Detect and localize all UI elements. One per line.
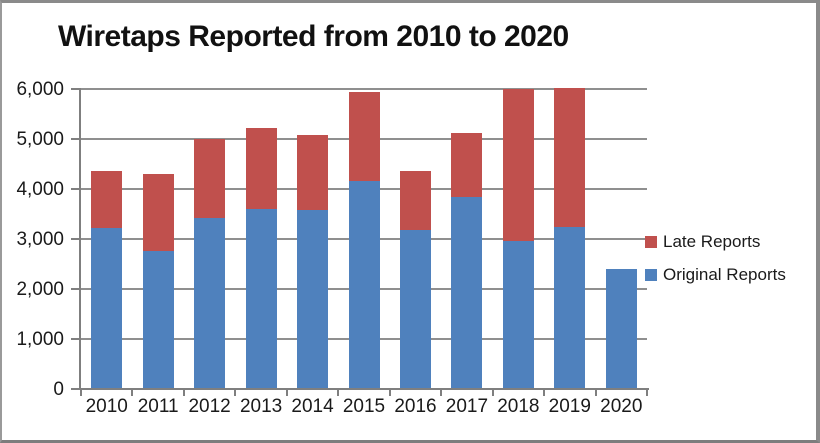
y-axis-tick	[71, 388, 79, 390]
legend-label-late-reports: Late Reports	[663, 231, 761, 251]
bar-segment-late-reports-2012	[194, 138, 226, 219]
bar-segment-original-reports-2014	[297, 210, 329, 388]
y-axis-tick-label: 3,000	[16, 229, 64, 250]
x-axis-tick-label: 2015	[342, 396, 386, 417]
bar-segment-original-reports-2011	[142, 251, 174, 388]
bar-segment-original-reports-2018	[502, 241, 534, 388]
plot-area: 0 1,000 2,000 3,000 4,000 5,000 6,000 2010 2011 2…	[16, 80, 649, 417]
bar-segment-late-reports-2018	[502, 88, 534, 242]
x-axis-tick	[388, 390, 391, 396]
bar-segment-original-reports-2010	[91, 228, 123, 388]
y-axis-tick-label: 4,000	[16, 179, 64, 200]
x-axis-tick-label: 2019	[548, 396, 591, 417]
x-axis-tick-label: 2014	[291, 396, 334, 417]
x-axis-tick	[285, 390, 288, 396]
y-axis-tick	[71, 238, 79, 240]
x-axis-tick	[594, 390, 597, 396]
y-axis-tick-label: 5,000	[16, 129, 64, 150]
bar-segment-late-reports-2014	[297, 135, 329, 211]
x-axis-tick	[543, 390, 546, 396]
x-axis-tick	[337, 390, 340, 396]
x-axis-tick	[646, 390, 648, 396]
x-axis-tick-label: 2016	[394, 396, 437, 417]
bar-segment-original-reports-2015	[348, 180, 380, 388]
bar-segment-late-reports-2010	[91, 170, 123, 229]
y-axis-tick	[71, 88, 79, 90]
x-axis-tick-label: 2020	[600, 396, 643, 417]
bar-segment-late-reports-2016	[399, 170, 431, 230]
bar-segment-late-reports-2011	[142, 173, 174, 252]
y-axis-tick	[71, 288, 79, 290]
y-axis-tick-label: 1,000	[16, 329, 64, 350]
bar-segment-original-reports-2020	[605, 269, 637, 388]
legend-item-late-reports: Late Reports	[645, 225, 786, 258]
bar-segment-late-reports-2017	[451, 132, 483, 198]
x-axis-tick-label: 2011	[137, 396, 179, 417]
y-axis-tick-label: 2,000	[16, 279, 64, 300]
x-axis-tick	[234, 390, 237, 396]
bar-segment-original-reports-2017	[451, 197, 483, 388]
gridline-6000	[81, 88, 647, 90]
bar-segment-late-reports-2019	[554, 88, 586, 227]
y-axis-tick	[71, 138, 79, 140]
x-axis-tick-label: 2012	[188, 396, 231, 417]
y-axis-tick-label: 6,000	[16, 79, 64, 100]
x-axis-tick-label: 2013	[239, 396, 283, 417]
chart-title: Wiretaps Reported from 2010 to 2020	[58, 20, 569, 53]
x-axis-tick	[491, 390, 494, 396]
bar-segment-late-reports-2015	[348, 91, 380, 181]
bar-segment-original-reports-2016	[399, 229, 431, 388]
x-axis-tick-label: 2010	[85, 396, 128, 417]
x-axis-tick	[131, 390, 134, 396]
x-axis-tick-label: 2018	[497, 396, 540, 417]
bar-segment-original-reports-2019	[554, 226, 586, 388]
x-axis-tick	[182, 390, 185, 396]
legend-item-original-reports: Original Reports	[645, 258, 786, 291]
bar-segment-original-reports-2013	[245, 209, 277, 388]
legend-swatch-original-reports	[645, 268, 657, 281]
x-axis-line	[79, 388, 649, 390]
y-axis-tick	[71, 338, 79, 340]
x-axis-tick	[80, 390, 82, 396]
chart-legend: Late Reports Original Reports	[645, 225, 786, 291]
legend-label-original-reports: Original Reports	[663, 264, 786, 284]
y-axis-tick-label: 0	[53, 379, 64, 400]
bar-segment-original-reports-2012	[194, 218, 226, 388]
bar-segment-late-reports-2013	[245, 127, 277, 210]
legend-swatch-late-reports	[645, 235, 657, 248]
x-axis-tick	[440, 390, 443, 396]
x-axis-tick-label: 2017	[445, 396, 489, 417]
y-axis-line	[79, 88, 81, 390]
y-axis-tick	[71, 188, 79, 190]
